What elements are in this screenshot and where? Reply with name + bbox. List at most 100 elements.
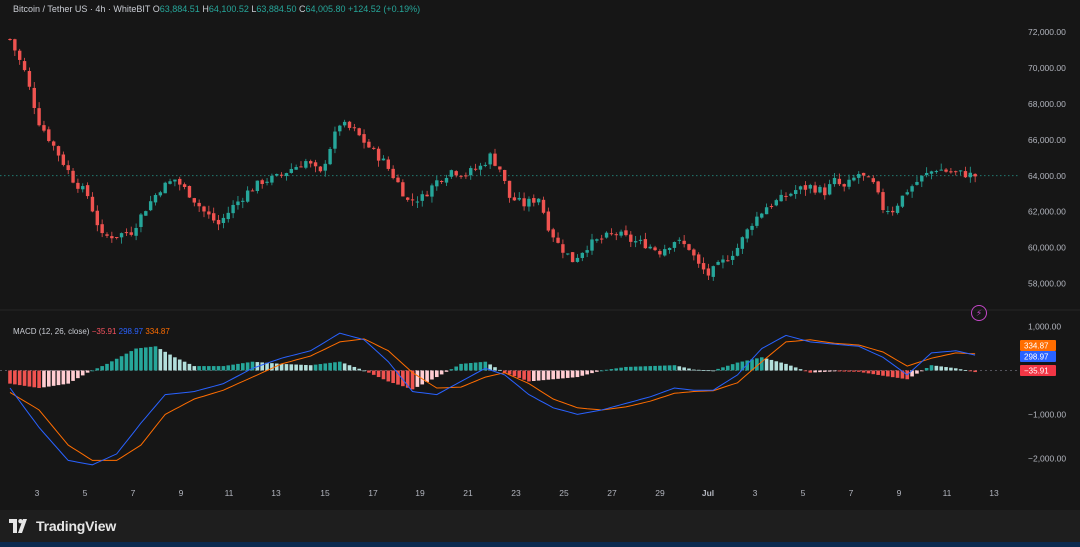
candle-body — [541, 199, 546, 213]
macd-histogram-bar — [813, 370, 817, 373]
candle-body — [536, 198, 541, 203]
candle-body — [735, 247, 740, 256]
macd-histogram-bar — [609, 369, 614, 371]
candle-body — [406, 197, 410, 200]
candle-body — [279, 174, 284, 176]
candle-body — [469, 168, 473, 176]
macd-histogram-bar — [42, 370, 46, 388]
candle-body — [677, 239, 681, 241]
macd-histogram-bar — [808, 370, 813, 373]
macd-histogram-bar — [973, 370, 977, 373]
macd-histogram-bar — [735, 362, 740, 371]
candle-body — [813, 185, 817, 193]
macd-histogram-bar — [323, 363, 328, 371]
candle-body — [81, 186, 85, 190]
macd-histogram-bar — [653, 365, 657, 371]
candle-body — [808, 184, 812, 189]
macd-histogram-bar — [585, 370, 589, 375]
candle-body — [51, 141, 56, 146]
macd-histogram-bar — [444, 370, 449, 372]
candle-body — [430, 185, 434, 197]
candle-body — [512, 197, 517, 201]
candle-body — [231, 204, 235, 214]
macd-histogram-bar — [71, 370, 75, 381]
candle-body — [22, 61, 27, 71]
macd-histogram-bar — [333, 362, 337, 371]
macd-histogram-bar — [144, 347, 148, 371]
candle-body — [454, 171, 458, 176]
candle-body — [779, 194, 783, 202]
macd-histogram-bar — [405, 370, 410, 388]
candle-body — [27, 71, 32, 87]
candle-body — [37, 108, 41, 126]
lightning-icon[interactable]: ⚡ — [971, 305, 987, 321]
candle-body — [115, 237, 119, 239]
macd-histogram-bar — [187, 363, 192, 371]
candle-body — [309, 161, 313, 164]
chart-canvas[interactable]: 72,000.00 70,000.00 68,000.00 66,000.00 64,0… — [0, 0, 1080, 510]
candle-body — [721, 259, 725, 263]
macd-histogram-bar — [512, 370, 517, 377]
macd-histogram-bar — [313, 364, 318, 371]
time-tick-label: 25 — [559, 488, 569, 498]
candle-body — [818, 186, 822, 193]
macd-histogram-bar — [236, 363, 240, 371]
candle-body — [119, 233, 124, 238]
macd-legend: MACD (12, 26, close) −35.91 298.97 334.8… — [13, 327, 170, 336]
candle-body — [493, 153, 497, 166]
time-tick-label: 11 — [943, 488, 952, 498]
price-tick-label: 60,000.00 — [1028, 243, 1066, 253]
low-label: L — [251, 4, 257, 14]
macd-histogram-bar — [488, 364, 492, 371]
macd-histogram-bar — [270, 363, 274, 371]
macd-histogram-bar — [265, 362, 269, 371]
macd-histogram-bar — [371, 370, 376, 375]
macd-histogram-bar — [546, 370, 551, 380]
macd-histogram-bar — [856, 370, 861, 372]
candle-body — [459, 175, 463, 177]
macd-histogram-bar — [17, 370, 22, 386]
macd-histogram-bar — [294, 364, 298, 371]
macd-histogram-bar — [604, 369, 609, 371]
macd-histogram-bar — [532, 370, 536, 382]
candle-body — [85, 185, 90, 197]
macd-histogram-bar — [755, 358, 759, 371]
macd-histogram-bar — [648, 366, 652, 371]
candle-body — [755, 216, 759, 226]
price-tick-label: 62,000.00 — [1028, 207, 1066, 217]
macd-histogram-bar — [929, 365, 934, 371]
candle-body — [192, 198, 196, 203]
macd-value-badge — [1020, 340, 1056, 351]
macd-pane — [0, 332, 1020, 466]
candle-body — [13, 39, 17, 51]
macd-histogram-bar — [357, 368, 361, 371]
macd-histogram-bar — [963, 370, 968, 371]
candle-body — [245, 190, 250, 202]
signal-legend-value: 298.97 — [118, 327, 144, 336]
macd-histogram-bar — [706, 370, 711, 372]
candle-body — [105, 234, 109, 236]
candle-body — [944, 169, 948, 172]
candle-body — [289, 168, 293, 173]
macd-histogram-bar — [900, 370, 905, 379]
candle-body — [750, 225, 754, 230]
candle-body — [153, 194, 158, 203]
candle-body — [250, 190, 255, 192]
macd-histogram-bar — [241, 363, 245, 371]
trading-chart[interactable]: 72,000.00 70,000.00 68,000.00 66,000.00 64,0… — [0, 0, 1080, 510]
macd-histogram-bar — [435, 370, 439, 378]
candle-body — [847, 179, 851, 187]
candle-body — [803, 185, 808, 190]
candle-body — [590, 239, 594, 251]
candle-body — [920, 175, 924, 182]
macd-histogram-bar — [299, 364, 303, 371]
price-tick-label: 72,000.00 — [1028, 27, 1066, 37]
tradingview-logo[interactable]: TradingView — [9, 514, 116, 538]
macd-histogram-bar — [158, 349, 163, 371]
macd-axis: 1,000.00 −1,000.00 −2,000.00 — [1028, 322, 1066, 464]
candle-body — [202, 206, 206, 212]
candle-body — [187, 185, 192, 198]
macd-histogram-bar — [90, 370, 95, 372]
macd-histogram-bar — [347, 365, 352, 371]
macd-histogram-bar — [454, 366, 458, 371]
